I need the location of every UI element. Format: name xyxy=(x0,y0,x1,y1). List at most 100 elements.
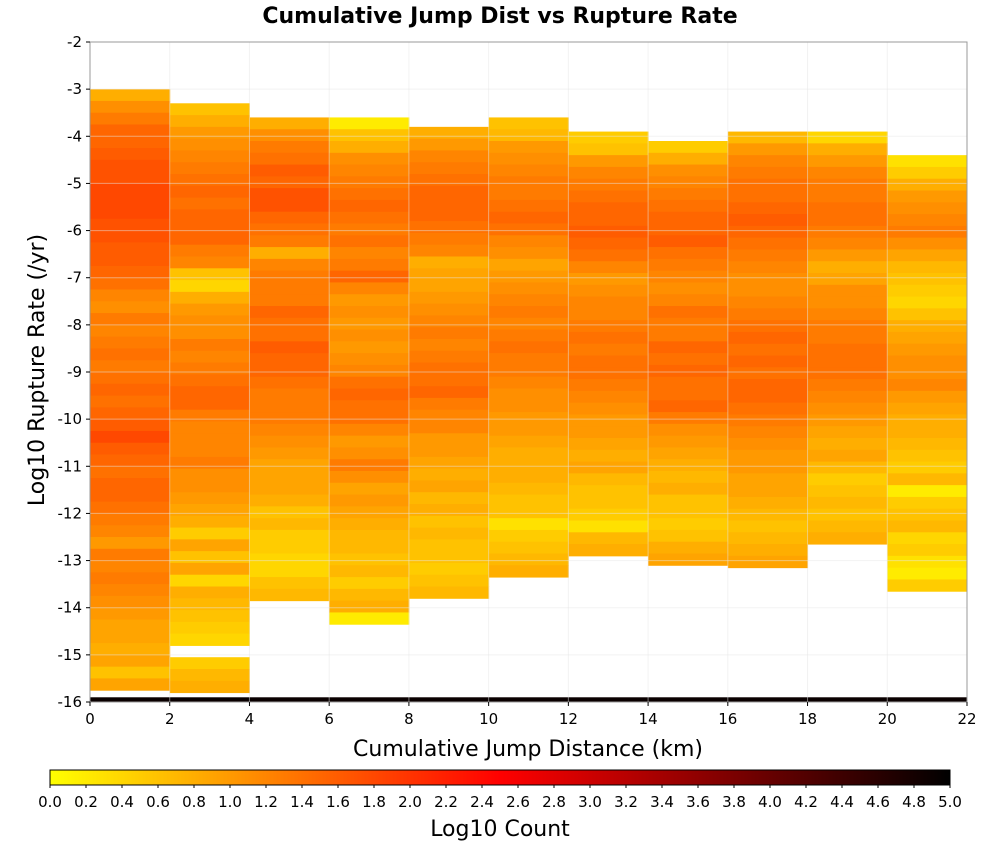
heatmap-cell xyxy=(408,433,490,446)
colorbar-tick-label: 3.8 xyxy=(722,793,746,811)
heatmap-cell xyxy=(887,379,968,392)
heatmap-cell xyxy=(648,223,729,236)
heatmap-cell xyxy=(249,588,330,602)
heatmap-cell xyxy=(408,515,490,529)
heatmap-cell xyxy=(90,313,171,326)
heatmap-cell xyxy=(807,461,888,474)
heatmap-cell xyxy=(887,355,968,368)
heatmap-cell xyxy=(807,343,888,356)
heatmap-cell xyxy=(249,353,330,366)
colorbar-tick-label: 0.6 xyxy=(146,793,170,811)
heatmap-cell xyxy=(169,268,250,281)
heatmap-cell xyxy=(568,461,649,474)
heatmap-cell xyxy=(648,529,729,543)
heatmap-cell xyxy=(408,303,490,316)
heatmap-cell xyxy=(249,247,330,260)
colorbar-tick-label: 4.4 xyxy=(830,793,854,811)
heatmap-cell xyxy=(329,482,410,496)
x-axis-label: Cumulative Jump Distance (km) xyxy=(353,737,703,762)
heatmap-cell xyxy=(648,188,729,201)
y-tick-label: -4 xyxy=(67,127,82,145)
heatmap-cell xyxy=(488,317,569,331)
heatmap-cell xyxy=(807,308,888,321)
heatmap-cell xyxy=(807,225,888,239)
heatmap-cell xyxy=(169,162,250,175)
heatmap-cell xyxy=(887,190,968,203)
heatmap-cell xyxy=(90,395,171,408)
heatmap-cell xyxy=(90,619,171,632)
heatmap-cell xyxy=(727,414,809,427)
heatmap-cell xyxy=(329,588,410,602)
heatmap-cell xyxy=(488,400,569,413)
y-tick-label: -16 xyxy=(58,693,83,711)
heatmap-cell xyxy=(568,544,649,557)
heatmap-cell xyxy=(169,339,250,352)
heatmap-cell xyxy=(408,126,490,140)
heatmap-cell xyxy=(90,265,171,279)
heatmap-cell xyxy=(648,247,729,260)
heatmap-cell xyxy=(568,331,649,345)
heatmap-cell xyxy=(807,284,888,298)
heatmap-cell xyxy=(727,544,809,557)
heatmap-cell xyxy=(648,435,729,448)
x-tick-label: 14 xyxy=(639,710,658,728)
heatmap-cell xyxy=(408,138,490,151)
heatmap-cell xyxy=(329,176,410,189)
heatmap-cell xyxy=(727,449,809,463)
heatmap-cell xyxy=(329,459,410,472)
heatmap-cell xyxy=(249,223,330,236)
heatmap-cell xyxy=(807,426,888,439)
heatmap-cell xyxy=(408,539,490,552)
heatmap-cell xyxy=(648,164,729,177)
heatmap-cell xyxy=(169,397,250,411)
heatmap-cell xyxy=(408,268,490,281)
heatmap-cell xyxy=(807,390,888,404)
heatmap-cell xyxy=(488,188,569,201)
heatmap-cell xyxy=(90,360,171,373)
heatmap-cell xyxy=(408,185,490,199)
heatmap-cell xyxy=(249,565,330,578)
heatmap-cell xyxy=(488,565,569,578)
heatmap-cell xyxy=(887,308,968,321)
heatmap-cell xyxy=(807,414,888,427)
heatmap-cell xyxy=(329,388,410,401)
heatmap-cell xyxy=(568,155,649,168)
heatmap-cell xyxy=(887,402,968,415)
y-tick-label: -5 xyxy=(67,174,82,192)
heatmap-cell xyxy=(648,494,729,507)
heatmap-cell xyxy=(90,301,171,314)
heatmap-cell xyxy=(887,296,968,309)
heatmap-cell xyxy=(568,402,649,415)
heatmap-cell xyxy=(488,518,569,531)
heatmap-cell xyxy=(807,355,888,368)
heatmap-cell xyxy=(169,633,250,646)
heatmap-cell xyxy=(408,421,490,434)
heatmap-cell xyxy=(329,223,410,236)
heatmap-cell xyxy=(408,244,490,257)
heatmap-cell xyxy=(568,355,649,368)
heatmap-cell xyxy=(568,296,649,309)
heatmap-cell xyxy=(807,496,888,510)
heatmap-cell xyxy=(488,176,569,189)
heatmap-cell xyxy=(90,489,171,503)
heatmap-cell xyxy=(249,435,330,448)
heatmap-cell xyxy=(249,235,330,248)
heatmap-cell xyxy=(807,320,888,333)
heatmap-cell xyxy=(169,291,250,305)
heatmap-cell xyxy=(568,414,649,427)
colorbar-tick-label: 0.4 xyxy=(110,793,134,811)
x-tick-label: 20 xyxy=(878,710,897,728)
heatmap-cell xyxy=(329,164,410,177)
heatmap-cell xyxy=(887,496,968,510)
heatmap-cell xyxy=(329,376,410,389)
colorbar-tick-label: 2.0 xyxy=(398,793,422,811)
heatmap-cell xyxy=(169,280,250,293)
y-tick-label: -7 xyxy=(67,269,82,287)
heatmap-cell xyxy=(169,256,250,269)
heatmap-cell xyxy=(568,237,649,250)
heatmap-cell xyxy=(807,131,888,144)
y-tick-label: -14 xyxy=(58,599,83,617)
heatmap-cell xyxy=(887,485,968,498)
colorbar-tick-label: 3.6 xyxy=(686,793,710,811)
